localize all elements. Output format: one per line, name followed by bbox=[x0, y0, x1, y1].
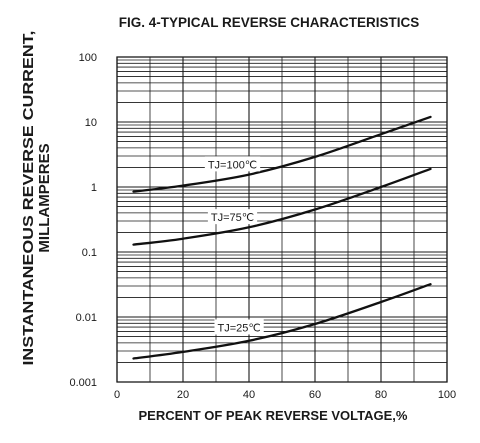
y-tick-label: 0.1 bbox=[82, 247, 97, 259]
y-axis-label: INSTANTANEOUS REVERSE CURRENT, MILLAMPER… bbox=[20, 31, 53, 366]
curve-label-tj-25c: TJ=25℃ bbox=[217, 322, 260, 334]
y-tick-label: 0.001 bbox=[69, 377, 97, 389]
curve-tj-75c bbox=[132, 167, 432, 246]
curve-label-bg bbox=[204, 156, 261, 172]
x-tick-label: 20 bbox=[177, 389, 189, 401]
x-tick-label: 100 bbox=[438, 389, 456, 401]
plot-frame bbox=[116, 56, 448, 383]
curve-labels: TJ=100℃ TJ=75℃ TJ=25℃ bbox=[204, 156, 264, 335]
grid bbox=[116, 56, 448, 383]
tick-labels: 0 20 40 60 80 100 0.001 0.01 0.1 1 10 100 bbox=[69, 52, 456, 401]
y-axis-label-line2: MILLAMPERES bbox=[36, 143, 53, 252]
y-tick-label: 100 bbox=[79, 52, 97, 64]
chart-title: FIG. 4-TYPICAL REVERSE CHARACTERISTICS bbox=[119, 15, 420, 30]
y-tick-label: 0.01 bbox=[76, 312, 97, 324]
x-axis-label: PERCENT OF PEAK REVERSE VOLTAGE,% bbox=[139, 408, 408, 423]
x-tick-label: 40 bbox=[243, 389, 255, 401]
y-axis-label-line1: INSTANTANEOUS REVERSE CURRENT, bbox=[20, 31, 37, 366]
curve-label-bg bbox=[207, 209, 258, 225]
curve-label-tj-100c: TJ=100℃ bbox=[208, 159, 257, 171]
curve-label-tj-75c: TJ=75℃ bbox=[211, 212, 254, 224]
curve-tj-100c bbox=[132, 115, 432, 193]
x-tick-label: 0 bbox=[114, 389, 120, 401]
x-tick-label: 80 bbox=[375, 389, 387, 401]
y-tick-label: 10 bbox=[85, 117, 97, 129]
curve-tj-25c bbox=[132, 283, 432, 360]
x-tick-label: 60 bbox=[309, 389, 321, 401]
curve-label-bg bbox=[214, 319, 264, 335]
y-tick-label: 1 bbox=[91, 182, 97, 194]
curves bbox=[132, 115, 432, 360]
